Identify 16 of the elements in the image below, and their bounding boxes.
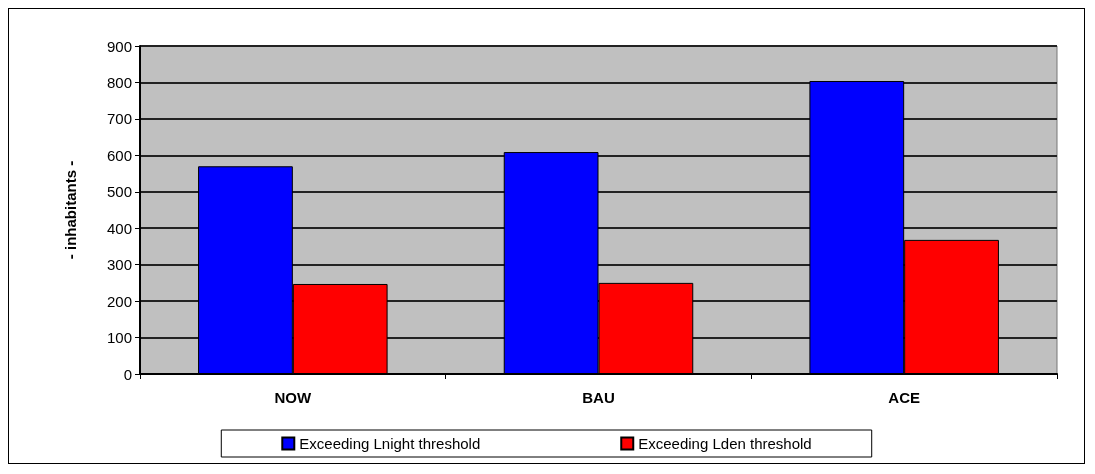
y-tick-label: 400 bbox=[106, 219, 132, 237]
y-tick-label: 600 bbox=[106, 146, 132, 164]
y-tick-label: 900 bbox=[106, 37, 132, 55]
y-tick-label: 800 bbox=[106, 73, 132, 91]
y-tick-label: 100 bbox=[106, 329, 132, 347]
y-tick-label: 200 bbox=[106, 292, 132, 310]
x-tick-label: ACE bbox=[888, 389, 920, 406]
y-tick-label: 700 bbox=[106, 110, 132, 128]
y-tick-label: 500 bbox=[106, 183, 132, 201]
y-axis-title: - inhabitants - bbox=[62, 160, 79, 260]
y-tick-label: 0 bbox=[123, 365, 132, 383]
x-tick-label: NOW bbox=[274, 389, 312, 406]
legend-label: Exceeding Lnight threshold bbox=[299, 435, 481, 452]
legend-label: Exceeding Lden threshold bbox=[638, 435, 812, 452]
x-tick-label: BAU bbox=[582, 389, 615, 406]
y-tick-label: 300 bbox=[106, 256, 132, 274]
